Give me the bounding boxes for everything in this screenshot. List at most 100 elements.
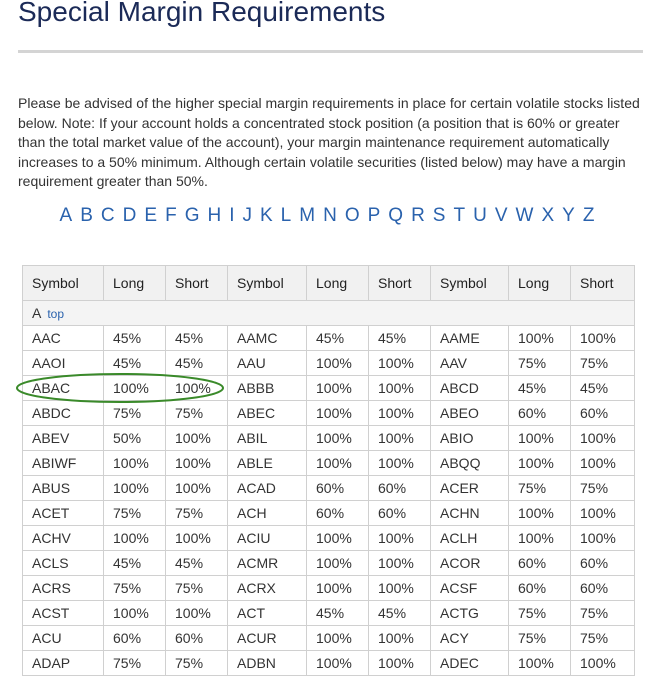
symbol-cell: ABAC	[22, 375, 104, 401]
letter-link[interactable]: C	[100, 205, 115, 226]
symbol-cell: ADAP	[22, 650, 104, 676]
symbol-cell: ABUS	[22, 475, 104, 501]
percent-cell: 60%	[570, 400, 635, 426]
symbol-cell: ABIO	[430, 425, 509, 451]
letter-link[interactable]: N	[323, 205, 337, 226]
percent-cell: 75%	[103, 650, 166, 676]
symbol-cell: ACST	[22, 600, 104, 626]
percent-cell: 100%	[306, 375, 369, 401]
percent-cell: 100%	[368, 550, 431, 576]
letter-link[interactable]: S	[432, 205, 446, 226]
letter-link[interactable]: Z	[582, 205, 595, 226]
table-row: ACST 100% 100% ACT 45% 45% ACTG 75% 75%	[22, 600, 635, 626]
percent-cell: 100%	[508, 650, 571, 676]
symbol-cell: ABEV	[22, 425, 104, 451]
letter-link[interactable]: K	[259, 205, 273, 226]
percent-cell: 100%	[306, 525, 369, 551]
letter-link[interactable]: G	[184, 205, 200, 226]
percent-cell: 100%	[570, 450, 635, 476]
percent-cell: 60%	[165, 625, 228, 651]
symbol-cell: ACH	[227, 500, 307, 526]
table-row: ABUS 100% 100% ACAD 60% 60% ACER 75% 75%	[22, 475, 635, 501]
letter-link[interactable]: E	[144, 205, 158, 226]
percent-cell: 100%	[570, 525, 635, 551]
column-header: Symbol	[22, 265, 104, 301]
letter-link[interactable]: B	[80, 205, 93, 226]
letter-link[interactable]: M	[299, 205, 316, 226]
column-header: Short	[570, 265, 635, 301]
percent-cell: 100%	[165, 450, 228, 476]
percent-cell: 100%	[368, 650, 431, 676]
symbol-cell: ABIL	[227, 425, 307, 451]
percent-cell: 45%	[165, 350, 228, 376]
symbol-cell: ABIWF	[22, 450, 104, 476]
symbol-cell: ACRS	[22, 575, 104, 601]
table-row: ABDC 75% 75% ABEC 100% 100% ABEO 60% 60%	[22, 400, 635, 426]
percent-cell: 100%	[103, 375, 166, 401]
letter-link[interactable]: X	[541, 205, 555, 226]
letter-link[interactable]: J	[242, 205, 252, 226]
percent-cell: 100%	[103, 475, 166, 501]
letter-link[interactable]: V	[494, 205, 508, 226]
letter-link[interactable]: A	[59, 205, 73, 226]
percent-cell: 75%	[103, 575, 166, 601]
symbol-cell: AAME	[430, 325, 509, 351]
percent-cell: 100%	[570, 500, 635, 526]
letter-link[interactable]: I	[229, 205, 235, 226]
symbol-cell: ACOR	[430, 550, 509, 576]
symbol-cell: ABEO	[430, 400, 509, 426]
letter-link[interactable]: D	[122, 205, 137, 226]
column-header: Long	[306, 265, 369, 301]
letter-link[interactable]: P	[367, 205, 381, 226]
symbol-cell: ACET	[22, 500, 104, 526]
letter-link[interactable]: F	[165, 205, 177, 226]
letter-link[interactable]: O	[344, 205, 360, 226]
column-header: Short	[368, 265, 431, 301]
percent-cell: 60%	[368, 500, 431, 526]
percent-cell: 75%	[103, 400, 166, 426]
percent-cell: 45%	[165, 325, 228, 351]
table-row: ACRS 75% 75% ACRX 100% 100% ACSF 60% 60%	[22, 575, 635, 601]
percent-cell: 75%	[508, 475, 571, 501]
percent-cell: 45%	[306, 600, 369, 626]
symbol-cell: ABQQ	[430, 450, 509, 476]
letter-link[interactable]: W	[515, 205, 534, 226]
percent-cell: 100%	[368, 625, 431, 651]
top-link[interactable]: top	[47, 307, 65, 321]
percent-cell: 100%	[165, 375, 228, 401]
percent-cell: 100%	[103, 600, 166, 626]
percent-cell: 100%	[103, 525, 166, 551]
symbol-cell: AAU	[227, 350, 307, 376]
percent-cell: 100%	[368, 575, 431, 601]
percent-cell: 100%	[165, 525, 228, 551]
symbol-cell: ADBN	[227, 650, 307, 676]
intro-text: Please be advised of the higher special …	[18, 95, 640, 189]
letter-link[interactable]: T	[453, 205, 466, 226]
letter-link[interactable]: H	[207, 205, 222, 226]
letter-link[interactable]: L	[280, 205, 292, 226]
table-row: ACU 60% 60% ACUR 100% 100% ACY 75% 75%	[22, 625, 635, 651]
percent-cell: 100%	[368, 375, 431, 401]
letter-link[interactable]: U	[473, 205, 487, 226]
percent-cell: 60%	[508, 575, 571, 601]
margin-table: Symbol Long Short Symbol Long Short Symbol Long…	[22, 265, 635, 676]
letter-link[interactable]: Y	[562, 205, 575, 226]
letter-link[interactable]: R	[411, 205, 425, 226]
table-row: AAC 45% 45% AAMC 45% 45% AAME 100% 100%	[22, 325, 635, 351]
percent-cell: 100%	[508, 500, 571, 526]
column-header: Symbol	[430, 265, 509, 301]
percent-cell: 45%	[165, 550, 228, 576]
letter-link[interactable]: Q	[388, 205, 404, 226]
symbol-cell: AAMC	[227, 325, 307, 351]
symbol-cell: ACHV	[22, 525, 104, 551]
percent-cell: 45%	[103, 350, 166, 376]
percent-cell: 45%	[103, 325, 166, 351]
percent-cell: 100%	[306, 425, 369, 451]
symbol-cell: ACSF	[430, 575, 509, 601]
percent-cell: 75%	[165, 500, 228, 526]
percent-cell: 60%	[103, 625, 166, 651]
percent-cell: 75%	[103, 500, 166, 526]
percent-cell: 45%	[368, 325, 431, 351]
